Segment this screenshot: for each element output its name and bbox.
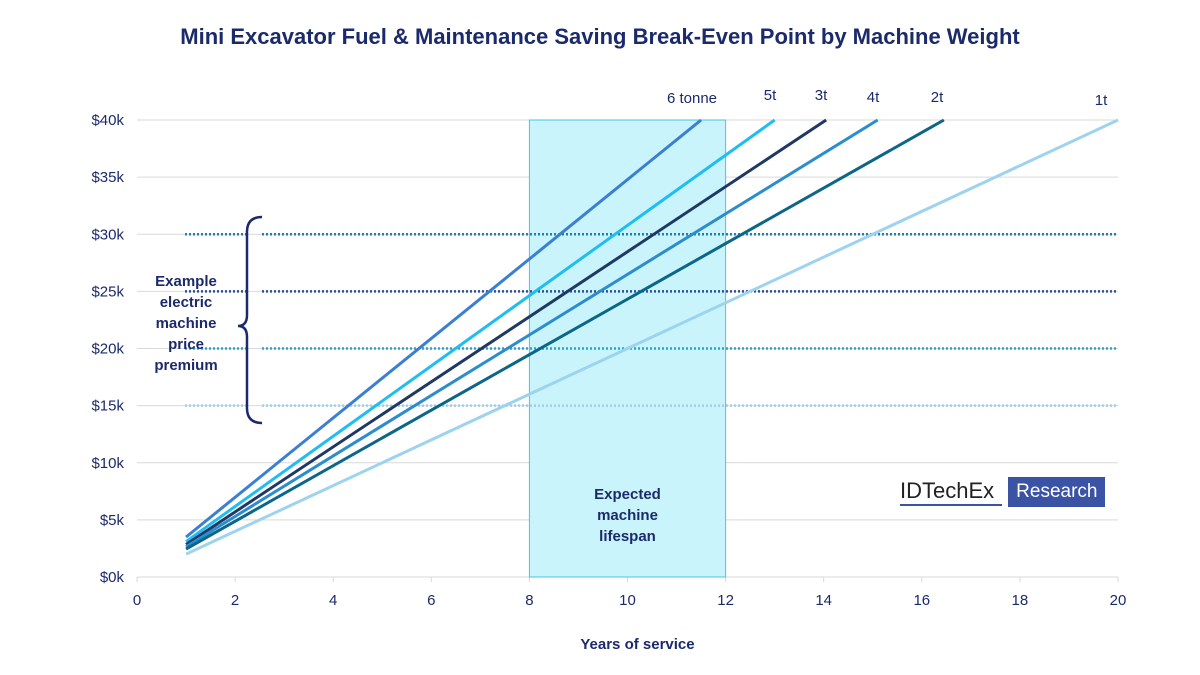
series-line-5t	[185, 118, 776, 543]
bracket-label: price	[168, 336, 204, 353]
series-line-6-tonne	[185, 118, 703, 539]
y-tick-label: $5k	[100, 512, 125, 529]
idtechex-logo: IDTechEx Research	[900, 477, 1106, 507]
chart-title: Mini Excavator Fuel & Maintenance Saving…	[180, 24, 1020, 49]
bracket	[237, 215, 263, 425]
y-tick-label: $15k	[91, 398, 124, 415]
x-tick-label: 18	[1012, 592, 1029, 609]
x-tick-label: 6	[427, 592, 435, 609]
logo-tag: Research	[1008, 477, 1106, 507]
series-line-2t	[185, 118, 945, 551]
x-tick-label: 16	[913, 592, 930, 609]
y-tick-label: $10k	[91, 455, 124, 472]
x-tick-label: 12	[717, 592, 734, 609]
x-tick-label: 20	[1110, 592, 1127, 609]
y-tick-label: $25k	[91, 283, 124, 300]
series-label: 5t	[764, 87, 777, 104]
series-label: 4t	[867, 89, 880, 106]
y-tick-label: $35k	[91, 169, 124, 186]
x-tick-label: 4	[329, 592, 337, 609]
series-line-3t	[185, 118, 827, 546]
x-tick-label: 0	[133, 592, 141, 609]
x-tick-label: 2	[231, 592, 239, 609]
x-tick-label: 14	[815, 592, 832, 609]
bracket-label: premium	[154, 357, 217, 374]
series-line-1t	[185, 118, 1119, 556]
y-tick-label: $20k	[91, 341, 124, 358]
lifespan-label: Expected	[594, 486, 661, 503]
bracket-label: electric	[160, 294, 213, 311]
series-line-4t	[185, 118, 879, 549]
series-label: 3t	[815, 87, 828, 104]
x-tick-label: 10	[619, 592, 636, 609]
y-tick-label: $0k	[100, 569, 125, 586]
logo-name: IDTechEx	[900, 478, 1003, 506]
bracket-label: machine	[156, 315, 217, 332]
series-label: 1t	[1095, 92, 1108, 109]
lifespan-label: machine	[597, 507, 658, 524]
y-tick-label: $40k	[91, 112, 124, 129]
x-axis-title: Years of service	[580, 636, 694, 653]
lifespan-label: lifespan	[599, 528, 656, 545]
x-tick-label: 8	[525, 592, 533, 609]
y-tick-label: $30k	[91, 226, 124, 243]
bracket-label: Example	[155, 273, 217, 290]
series-label: 6 tonne	[667, 90, 717, 107]
series-label: 2t	[931, 89, 944, 106]
